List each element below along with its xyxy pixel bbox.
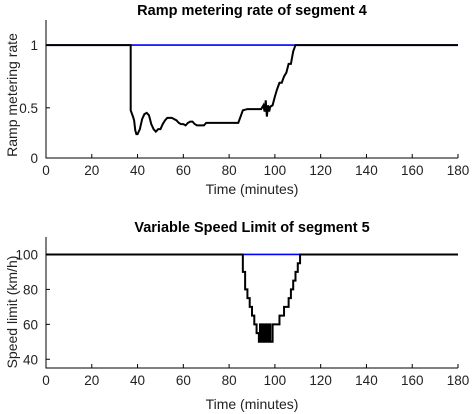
ytick-label-speed: 100 [15, 247, 38, 262]
xtick-label-speed: 20 [84, 373, 99, 388]
axes-ramp [45, 20, 458, 159]
ylabel-speed: Speed limit (km/h) [4, 256, 20, 369]
ytick-label-speed: 40 [23, 352, 38, 367]
xtick-label-speed: 120 [309, 373, 332, 388]
ytick-label-ramp: 0.5 [19, 101, 38, 116]
series-line-speed-1 [46, 253, 458, 343]
series-line-ramp-1 [46, 44, 458, 136]
ylabel-ramp: Ramp metering rate [4, 33, 20, 157]
ytick-label-ramp: 0 [30, 151, 38, 166]
plot-area-speed: 0 20 40 60 80 100 120 140 160 180 40 60 80 100 [15, 237, 469, 388]
xtick-label-ramp: 100 [264, 163, 287, 178]
xtick-label-speed: 40 [130, 373, 145, 388]
xtick-label-ramp: 40 [130, 163, 145, 178]
ytick-label-speed: 80 [23, 282, 38, 297]
xtick-label-speed: 160 [401, 373, 424, 388]
xlabel-ramp: Time (minutes) [206, 181, 299, 197]
xtick-label-ramp: 140 [355, 163, 378, 178]
chart-title-ramp: Ramp metering rate of segment 4 [137, 3, 367, 19]
xtick-label-ramp: 0 [42, 163, 50, 178]
ytick-label-ramp: 1 [30, 38, 38, 53]
xtick-label-speed: 60 [176, 373, 191, 388]
ytick-label-speed: 60 [23, 317, 38, 332]
xtick-label-ramp: 120 [309, 163, 332, 178]
xtick-label-ramp: 60 [176, 163, 191, 178]
xtick-label-speed: 100 [264, 373, 287, 388]
xtick-label-ramp: 80 [222, 163, 237, 178]
xtick-label-speed: 0 [42, 373, 50, 388]
chart-ramp-metering: Ramp metering rate of segment 4 0 20 40 60 8… [4, 3, 469, 197]
xtick-label-speed: 80 [222, 373, 237, 388]
xtick-label-speed: 140 [355, 373, 378, 388]
axes-speed [45, 237, 458, 369]
chart-speed-limit: Variable Speed Limit of segment 5 0 20 40 6… [4, 220, 469, 412]
xtick-label-speed: 180 [447, 373, 470, 388]
xtick-label-ramp: 180 [447, 163, 470, 178]
xtick-label-ramp: 160 [401, 163, 424, 178]
chart-title-speed: Variable Speed Limit of segment 5 [134, 220, 369, 236]
xtick-label-ramp: 20 [84, 163, 99, 178]
plot-area-ramp: 0 20 40 60 80 100 120 140 160 180 0 0.5 1 [19, 20, 469, 178]
xlabel-speed: Time (minutes) [206, 396, 299, 412]
